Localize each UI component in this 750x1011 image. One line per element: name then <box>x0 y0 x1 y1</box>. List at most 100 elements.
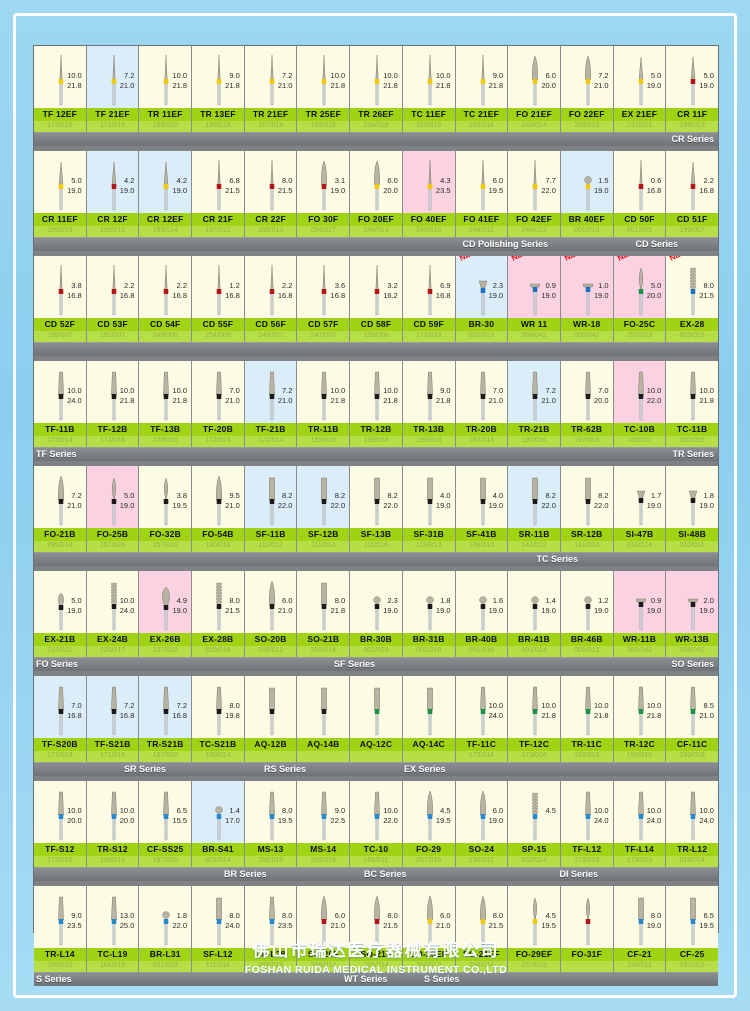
product-cell[interactable]: 10.0 21.8 <box>139 46 192 108</box>
product-cell[interactable]: 1.6 19.0 <box>455 571 508 633</box>
product-cell[interactable]: 2.3 19.0 <box>350 571 402 633</box>
product-cell[interactable]: 2.0 19.0 <box>666 571 718 633</box>
product-cell[interactable]: 10.0 21.8 <box>34 46 86 108</box>
product-cell[interactable]: 7.2 21.0 <box>244 46 297 108</box>
product-cell[interactable]: 4.5 19.5 <box>508 886 560 948</box>
product-cell[interactable]: 7.2 21.0 <box>508 361 560 423</box>
product-cell[interactable]: 6.0 19.5 <box>455 151 508 213</box>
product-cell[interactable]: 5.0 19.0 <box>86 466 139 528</box>
product-cell[interactable]: 8.0 19.0 <box>613 886 666 948</box>
product-cell[interactable]: 6.5 15.5 <box>139 781 192 843</box>
product-cell[interactable]: 10.0 24.0 <box>666 781 718 843</box>
product-cell[interactable]: 7.0 20.0 <box>560 361 613 423</box>
product-cell[interactable]: 4.0 19.0 <box>402 466 455 528</box>
product-cell[interactable]: 8.021.5NEW <box>666 256 718 318</box>
product-cell[interactable]: 5.0 19.0 <box>34 571 86 633</box>
product-cell[interactable]: 10.0 21.8 <box>402 46 455 108</box>
product-cell[interactable]: 0.6 16.8 <box>613 151 666 213</box>
product-cell[interactable]: 7.0 21.0 <box>455 361 508 423</box>
product-cell[interactable]: 10.0 20.0 <box>86 781 139 843</box>
product-cell[interactable]: 7.2 21.0 <box>86 46 139 108</box>
product-cell[interactable] <box>297 676 350 738</box>
product-cell[interactable]: 8.5 21.0 <box>666 676 718 738</box>
product-cell[interactable]: 4.2 19.0 <box>86 151 139 213</box>
product-cell[interactable]: 5.0 19.0 <box>34 151 86 213</box>
product-cell[interactable] <box>560 886 613 948</box>
product-cell[interactable]: 5.020.0NEW <box>613 256 666 318</box>
product-cell[interactable] <box>244 676 297 738</box>
product-cell[interactable]: 5.0 19.0 <box>613 46 666 108</box>
product-cell[interactable]: 10.0 21.8 <box>560 676 613 738</box>
product-cell[interactable]: 7.0 21.0 <box>192 361 244 423</box>
product-cell[interactable]: 4.5 <box>508 781 560 843</box>
product-cell[interactable]: 4.2 19.0 <box>139 151 192 213</box>
product-cell[interactable]: 8.0 19.5 <box>244 781 297 843</box>
product-cell[interactable]: 0.919.0NEW <box>508 256 560 318</box>
product-cell[interactable]: 4.5 19.5 <box>402 781 455 843</box>
product-cell[interactable]: 6.0 21.0 <box>297 886 350 948</box>
product-cell[interactable]: 8.0 21.5 <box>350 886 402 948</box>
product-cell[interactable]: 10.0 22.0 <box>350 781 402 843</box>
product-cell[interactable]: 8.0 21.8 <box>297 571 350 633</box>
product-cell[interactable]: 6.9 16.8 <box>402 256 455 318</box>
product-cell[interactable]: 10.0 24.0 <box>86 571 139 633</box>
product-cell[interactable]: 3.1 19.0 <box>297 151 350 213</box>
product-cell[interactable]: 8.0 19.8 <box>192 676 244 738</box>
product-cell[interactable]: 8.2 22.0 <box>560 466 613 528</box>
product-cell[interactable]: 10.0 21.8 <box>297 361 350 423</box>
product-cell[interactable]: 9.0 21.8 <box>402 361 455 423</box>
product-cell[interactable]: 7.2 21.0 <box>34 466 86 528</box>
product-cell[interactable]: 10.0 20.0 <box>34 781 86 843</box>
product-cell[interactable]: 3.8 16.8 <box>34 256 86 318</box>
product-cell[interactable]: 4.9 19.0 <box>139 571 192 633</box>
product-cell[interactable]: 9.0 23.5 <box>34 886 86 948</box>
product-cell[interactable] <box>350 676 402 738</box>
product-cell[interactable]: 10.0 21.8 <box>86 361 139 423</box>
product-cell[interactable]: 1.8 19.0 <box>666 466 718 528</box>
product-cell[interactable]: 10.0 21.8 <box>350 46 402 108</box>
product-cell[interactable]: 6.8 21.5 <box>192 151 244 213</box>
product-cell[interactable]: 10.0 24.0 <box>613 781 666 843</box>
product-cell[interactable]: 8.2 22.0 <box>350 466 402 528</box>
product-cell[interactable]: 10.0 24.0 <box>34 361 86 423</box>
product-cell[interactable]: 8.2 22.0 <box>508 466 560 528</box>
product-cell[interactable]: 4.3 23.5 <box>402 151 455 213</box>
product-cell[interactable]: 9.0 22.5 <box>297 781 350 843</box>
product-cell[interactable]: 1.2 19.0 <box>560 571 613 633</box>
product-cell[interactable]: 6.0 21.0 <box>402 886 455 948</box>
product-cell[interactable]: 7.7 22.0 <box>508 151 560 213</box>
product-cell[interactable]: 8.0 21.5 <box>244 151 297 213</box>
product-cell[interactable]: 10.0 21.8 <box>613 676 666 738</box>
product-cell[interactable] <box>402 676 455 738</box>
product-cell[interactable]: 2.2 16.8 <box>86 256 139 318</box>
product-cell[interactable]: 7.0 16.8 <box>34 676 86 738</box>
product-cell[interactable]: 7.2 16.8 <box>86 676 139 738</box>
product-cell[interactable]: 2.2 16.8 <box>139 256 192 318</box>
product-cell[interactable]: 2.2 16.8 <box>666 151 718 213</box>
product-cell[interactable]: 3.6 16.8 <box>297 256 350 318</box>
product-cell[interactable]: 0.9 19.0 <box>613 571 666 633</box>
product-cell[interactable]: 8.2 22.0 <box>297 466 350 528</box>
product-cell[interactable]: 10.0 24.0 <box>455 676 508 738</box>
product-cell[interactable]: 6.0 20.0 <box>350 151 402 213</box>
product-cell[interactable]: 8.0 21.5 <box>455 886 508 948</box>
product-cell[interactable]: 1.4 19.0 <box>508 571 560 633</box>
product-cell[interactable]: 5.0 19.0 <box>666 46 718 108</box>
product-cell[interactable]: 7.2 16.8 <box>139 676 192 738</box>
product-cell[interactable]: 1.8 19.0 <box>402 571 455 633</box>
product-cell[interactable]: 2.319.0NEW <box>455 256 508 318</box>
product-cell[interactable]: 7.2 21.0 <box>560 46 613 108</box>
product-cell[interactable]: 8.0 24.0 <box>192 886 244 948</box>
product-cell[interactable]: 9.5 21.0 <box>192 466 244 528</box>
product-cell[interactable]: 3.2 16.2 <box>350 256 402 318</box>
product-cell[interactable]: 9.0 21.8 <box>455 46 508 108</box>
product-cell[interactable]: 10.0 24.0 <box>560 781 613 843</box>
product-cell[interactable]: 10.0 21.8 <box>508 676 560 738</box>
product-cell[interactable]: 2.2 16.8 <box>244 256 297 318</box>
product-cell[interactable]: 4.0 19.0 <box>455 466 508 528</box>
product-cell[interactable]: 6.0 19.0 <box>455 781 508 843</box>
product-cell[interactable]: 7.2 21.0 <box>244 361 297 423</box>
product-cell[interactable]: 8.0 23.5 <box>244 886 297 948</box>
product-cell[interactable]: 10.0 22.0 <box>613 361 666 423</box>
product-cell[interactable]: 1.5 19.0 <box>560 151 613 213</box>
